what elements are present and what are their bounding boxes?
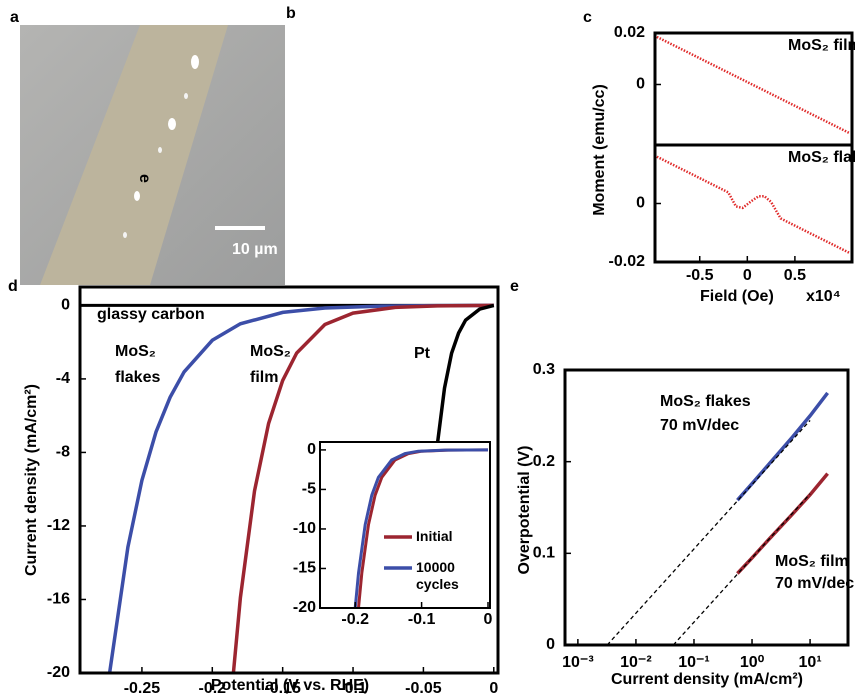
- x-tick-label: 0: [743, 267, 752, 284]
- data-line: [231, 303, 494, 674]
- x-tick-label: 10⁻²: [620, 654, 652, 671]
- x-tick-label: -0.05: [405, 680, 442, 694]
- label: 70 mV/dec: [660, 417, 739, 434]
- micrograph: [20, 25, 285, 285]
- y-tick-label: 0.1: [533, 545, 555, 562]
- data-line: [435, 303, 495, 444]
- y-tick-label: 0: [636, 195, 645, 212]
- y-tick-label: -10: [293, 520, 316, 537]
- y-tick-label: -12: [47, 517, 70, 534]
- label: Potential (V vs. RHE): [211, 677, 369, 694]
- x-tick-label: 0: [484, 611, 493, 628]
- x-tick-label: 0.5: [784, 267, 806, 284]
- label: Overpotential (V): [516, 446, 533, 575]
- x-tick-label: -0.1: [408, 611, 436, 628]
- x-tick-label: 10¹: [799, 654, 822, 671]
- data-line: [107, 303, 494, 674]
- y-tick-label: -4: [56, 370, 70, 387]
- y-tick-label: 0: [636, 76, 645, 93]
- label: 10 µm: [232, 241, 278, 258]
- y-tick-label: -16: [47, 591, 70, 608]
- label: c: [583, 9, 592, 26]
- x-tick-label: 10⁻¹: [678, 654, 710, 671]
- x-tick-label: 0: [489, 680, 498, 694]
- y-tick-label: -20: [293, 599, 316, 616]
- label: MoS₂: [115, 343, 156, 360]
- label: Field (Oe): [700, 288, 774, 305]
- y-tick-label: -20: [47, 664, 70, 681]
- x-tick-label: -0.25: [124, 680, 161, 694]
- label: glassy carbon: [97, 306, 205, 323]
- data-line: [736, 391, 829, 502]
- plot-frame: [78, 285, 500, 675]
- label: d: [8, 278, 18, 295]
- data-line: [672, 493, 811, 646]
- y-tick-label: -0.02: [609, 253, 646, 270]
- x-tick-label: -0.15: [264, 680, 301, 694]
- label: 70 mV/dec: [775, 575, 854, 592]
- x-tick-label: 10⁻³: [562, 654, 594, 671]
- label: flakes: [115, 369, 160, 386]
- legend-label: Initial: [416, 528, 453, 544]
- data-line: [353, 448, 489, 609]
- inset-background: [320, 442, 490, 608]
- plot-frame: [563, 368, 850, 647]
- label: e: [136, 174, 153, 183]
- label: film: [250, 369, 278, 386]
- data-line: [656, 155, 851, 255]
- x-tick-label: 10⁰: [740, 654, 765, 671]
- y-tick-label: 0.2: [533, 453, 555, 470]
- label: MoS₂ film: [788, 37, 855, 54]
- x-tick-label: -0.2: [199, 680, 227, 694]
- label: MoS₂ flakes: [660, 393, 751, 410]
- y-tick-label: 0.3: [533, 361, 555, 378]
- label: b: [286, 5, 296, 22]
- label: Pt: [414, 345, 431, 362]
- y-tick-label: -15: [293, 560, 316, 577]
- legend-label: 10000 cycles: [416, 559, 459, 592]
- y-tick-label: 0: [307, 441, 316, 458]
- label: MoS₂ film: [775, 553, 849, 570]
- label: x10⁴: [806, 288, 841, 305]
- label: MoS₂: [250, 343, 291, 360]
- y-tick-label: -8: [56, 444, 70, 461]
- x-tick-label: -0.5: [686, 267, 714, 284]
- y-tick-label: 0: [61, 297, 70, 314]
- label: Current density (mA/cm²): [23, 384, 40, 576]
- y-tick-label: 0.02: [614, 24, 645, 41]
- x-tick-label: -0.2: [341, 611, 369, 628]
- legend-text: Initial: [416, 528, 453, 544]
- label: a: [10, 9, 19, 26]
- legend-text: 10000 cycles: [416, 559, 459, 592]
- label: MoS₂ flake: [788, 149, 855, 166]
- y-tick-label: -5: [302, 481, 316, 498]
- label: Moment (emu/cc): [591, 84, 608, 216]
- plot-frame: [319, 441, 491, 609]
- x-tick-label: -0.1: [339, 680, 367, 694]
- data-line: [606, 419, 811, 646]
- label: Current density (mA/cm²): [611, 671, 803, 688]
- y-tick-label: 0: [546, 636, 555, 653]
- label: e: [510, 278, 519, 295]
